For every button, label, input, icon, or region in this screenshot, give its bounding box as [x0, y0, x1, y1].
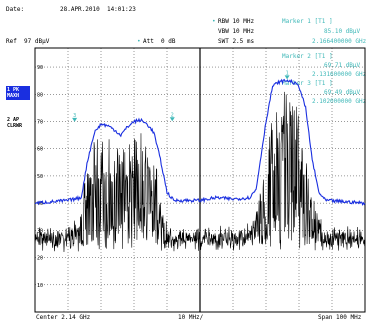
attenuation: Att 0 dB [143, 38, 176, 45]
marker1-freq: 2.166400000 GHz [312, 38, 367, 45]
trace2-badge[interactable]: 2 AP CLRWR [6, 116, 34, 130]
y-tick-label: 90 [37, 65, 43, 71]
marker2-freq: 2.131600000 GHz [312, 71, 367, 78]
y-tick-label: 60 [37, 147, 43, 153]
center-frequency: Center 2.14 GHz [36, 314, 91, 321]
rbw-readout: RBW 10 MHz [218, 18, 255, 25]
marker3-level: 69.49 dBµV [324, 89, 361, 96]
marker2-level: 69.71 dBµV [324, 62, 361, 69]
y-tick-label: 80 [37, 92, 43, 98]
marker3-freq: 2.102000000 GHz [312, 98, 367, 105]
marker-triangle-icon [284, 75, 290, 80]
marker1-title: Marker 1 [T1 ] [282, 18, 333, 25]
y-tick-label: 70 [37, 119, 43, 125]
marker2-title: Marker 2 [T1 ] [282, 53, 333, 60]
span: Span 100 MHz [318, 314, 362, 321]
marker1-level: 85.10 dBµV [324, 28, 361, 35]
date-value: 28.APR.2010 14:01:23 [60, 6, 136, 13]
vbw-readout: VBW 10 MHz [218, 28, 255, 35]
rbw-marker-icon: • [212, 18, 216, 25]
ref-level: Ref 97 dBµV [6, 38, 50, 45]
swt-readout: SWT 2.5 ms [218, 38, 255, 45]
y-tick-label: 10 [37, 283, 43, 289]
marker-triangle-icon [72, 117, 78, 122]
clearwrite-trace [34, 91, 366, 252]
trace1-label-2: MAXH [7, 93, 20, 99]
clearwrite-trace-line [34, 91, 366, 252]
y-tick-label: 20 [37, 256, 43, 262]
marker-label: 3 [73, 113, 76, 119]
maxhold-trace-line [34, 78, 366, 206]
marker-label: 2 [171, 112, 174, 118]
division-width: 10 MHz/ [178, 314, 204, 321]
date-label: Date: [6, 6, 25, 13]
trace1-badge[interactable]: 1 PK MAXH [6, 86, 30, 100]
trace2-label-2: CLRWR [7, 123, 23, 129]
trace2-label-1: 2 AP [7, 117, 20, 123]
marker-triangle-icon [169, 117, 175, 122]
marker-label: 1 [286, 70, 289, 76]
maxhold-trace [34, 78, 366, 206]
att-marker-icon: • [137, 38, 141, 45]
markers: 1 2 3 [72, 70, 290, 122]
trace1-label-1: 1 PK [7, 87, 20, 93]
y-tick-label: 40 [37, 201, 43, 207]
y-tick-label: 50 [37, 174, 43, 180]
